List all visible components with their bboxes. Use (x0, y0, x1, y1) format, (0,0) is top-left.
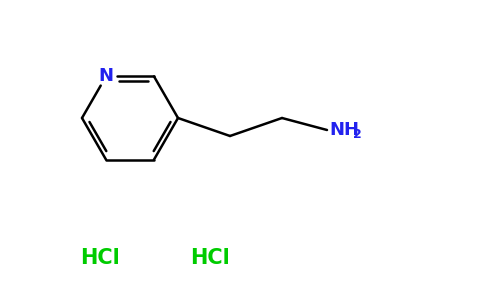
Text: HCl: HCl (190, 248, 230, 268)
Text: N: N (99, 68, 114, 85)
Text: HCl: HCl (80, 248, 120, 268)
Text: 2: 2 (353, 128, 362, 142)
Text: NH: NH (329, 121, 359, 139)
